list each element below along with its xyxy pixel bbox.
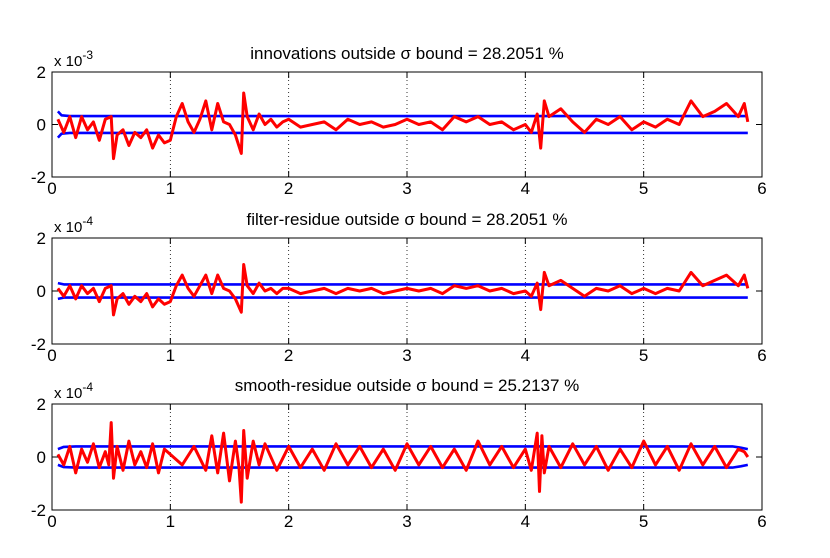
x-tick-label: 6 (757, 512, 766, 531)
subplot-title: innovations outside σ bound = 28.2051 % (250, 44, 563, 63)
x-tick-label: 0 (47, 179, 56, 198)
axis-exponent: x 10-4 (54, 214, 93, 236)
x-tick-label: 4 (521, 179, 530, 198)
y-tick-label: 0 (37, 116, 46, 135)
y-tick-label: 2 (37, 395, 46, 414)
x-tick-label: 2 (284, 346, 293, 365)
series-upper-bound-line (56, 110, 748, 118)
y-tick-label: 2 (37, 229, 46, 248)
x-tick-label: 6 (757, 179, 766, 198)
axis-exponent: x 10-3 (54, 48, 93, 70)
series-lower-bound-line (57, 296, 748, 301)
subplot-title: smooth-residue outside σ bound = 25.2137… (235, 376, 580, 395)
x-tick-label: 3 (402, 512, 411, 531)
axis-exponent-power: -3 (82, 48, 93, 62)
x-tick-label: 0 (47, 346, 56, 365)
subplot-title: filter-residue outside σ bound = 28.2051… (247, 210, 568, 229)
axis-exponent-base: x 10 (54, 53, 82, 70)
y-tick-label: -2 (31, 335, 46, 354)
axis-exponent-base: x 10 (54, 385, 82, 402)
y-tick-label: -2 (31, 501, 46, 520)
x-tick-label: 6 (757, 346, 766, 365)
x-tick-label: 1 (166, 346, 175, 365)
x-tick-label: 0 (47, 512, 56, 531)
x-tick-label: 2 (284, 179, 293, 198)
x-tick-label: 1 (166, 179, 175, 198)
axis-exponent-power: -4 (82, 380, 93, 394)
x-tick-label: 3 (402, 179, 411, 198)
series-residual-line (56, 263, 750, 317)
x-tick-label: 5 (639, 179, 648, 198)
series-upper-bound-line (57, 281, 748, 286)
y-tick-label: 0 (37, 448, 46, 467)
x-tick-label: 2 (284, 512, 293, 531)
series-residual-line (56, 421, 750, 504)
x-tick-label: 4 (521, 346, 530, 365)
axis-exponent: x 10-4 (54, 380, 93, 402)
x-tick-label: 5 (639, 512, 648, 531)
x-tick-label: 3 (402, 346, 411, 365)
axis-exponent-power: -4 (82, 214, 93, 228)
x-tick-label: 5 (639, 346, 648, 365)
x-tick-label: 1 (166, 512, 175, 531)
series-residual-line (56, 91, 750, 161)
x-tick-label: 4 (521, 512, 530, 531)
y-tick-label: 0 (37, 282, 46, 301)
series-lower-bound-line (57, 463, 749, 469)
y-tick-label: 2 (37, 63, 46, 82)
axis-exponent-base: x 10 (54, 219, 82, 236)
y-tick-label: -2 (31, 168, 46, 187)
